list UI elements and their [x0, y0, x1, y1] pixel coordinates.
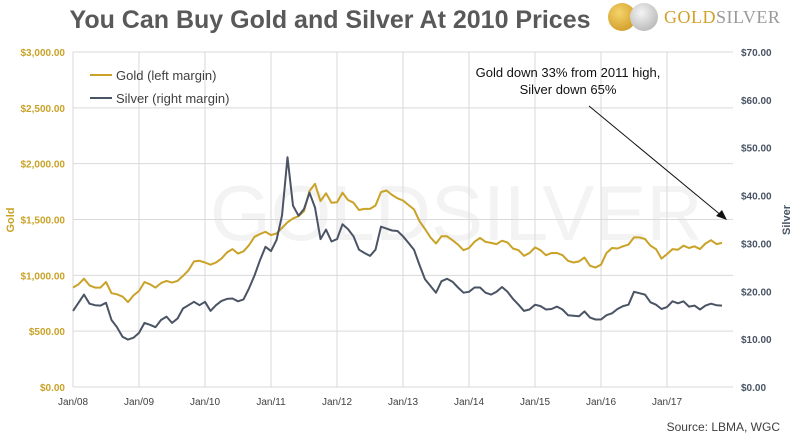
y-left-tick-label: $2,000.00: [21, 160, 66, 171]
legend-gold: Gold (left margin): [116, 68, 216, 83]
logo-silver-text: SILVER: [716, 6, 781, 27]
x-tick-label: Jan/09: [124, 397, 154, 408]
chart-title: You Can Buy Gold and Silver At 2010 Pric…: [69, 6, 591, 34]
legend-silver: Silver (right margin): [116, 91, 229, 106]
x-tick-label: Jan/13: [388, 397, 418, 408]
y-right-tick-label: $20.00: [741, 287, 772, 298]
y-right-tick-label: $30.00: [741, 239, 772, 250]
logo-gold-text: GOLD: [664, 6, 716, 27]
annotation-line-2: Silver down 65%: [520, 82, 617, 97]
gold-series-line: [72, 182, 723, 304]
y-right-tick-label: $50.00: [741, 144, 772, 155]
y-axis-right-label: Silver: [781, 204, 793, 235]
y-right-tick-label: $40.00: [741, 192, 772, 203]
x-tick-label: Jan/17: [652, 397, 682, 408]
y-right-tick-label: $0.00: [741, 383, 766, 394]
annotation-arrowhead: [716, 210, 727, 220]
x-tick-label: Jan/08: [58, 397, 88, 408]
y-right-tick-label: $10.00: [741, 335, 772, 346]
y-left-tick-label: $1,500.00: [21, 216, 66, 227]
y-right-tick-label: $70.00: [741, 48, 772, 59]
y-left-tick-label: $3,000.00: [21, 48, 66, 59]
x-tick-label: Jan/12: [322, 397, 352, 408]
goldsilver-logo: GOLDSILVER: [608, 3, 780, 31]
y-left-tick-label: $2,500.00: [21, 104, 66, 115]
x-tick-label: Jan/10: [190, 397, 220, 408]
y-left-tick-label: $500.00: [29, 327, 66, 338]
source-note: Source: LBMA, WGC: [666, 420, 780, 434]
y-right-tick-label: $60.00: [741, 96, 772, 107]
y-left-tick-label: $1,000.00: [21, 271, 66, 282]
x-tick-label: Jan/15: [520, 397, 550, 408]
silver-coin-icon: [630, 3, 658, 31]
y-left-tick-label: $0.00: [40, 383, 65, 394]
y-axis-left-label: Gold: [5, 207, 17, 232]
x-tick-label: Jan/14: [454, 397, 484, 408]
x-tick-label: Jan/16: [586, 397, 616, 408]
annotation-arrow: [588, 105, 723, 217]
x-tick-label: Jan/11: [256, 397, 286, 408]
annotation-line-1: Gold down 33% from 2011 high,: [476, 65, 661, 80]
silver-series-line: [72, 156, 723, 341]
